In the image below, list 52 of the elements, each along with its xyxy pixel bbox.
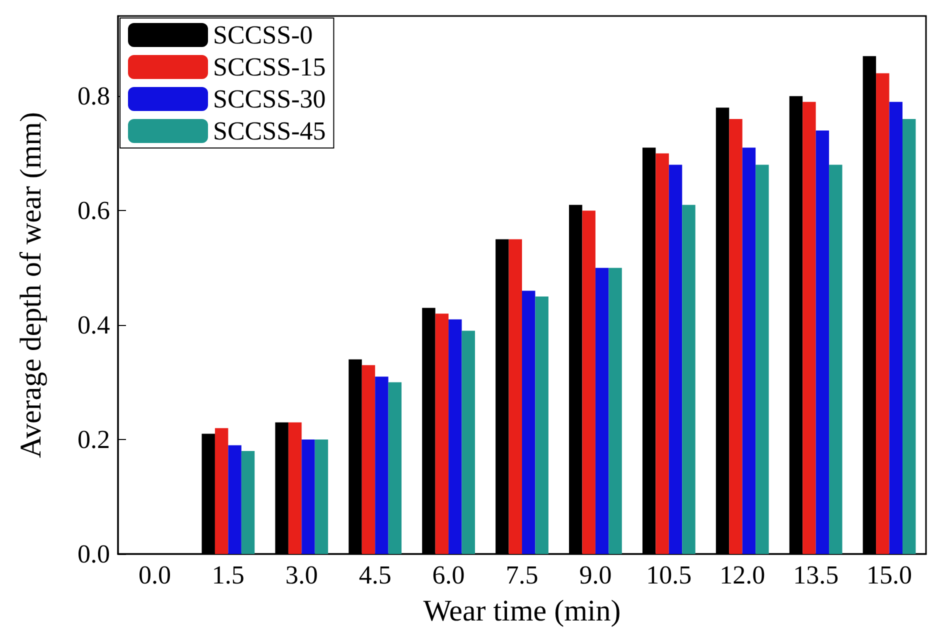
bar	[288, 422, 302, 554]
x-tick-label: 12.0	[720, 560, 766, 590]
bar	[462, 330, 475, 554]
x-tick-label: 0.0	[138, 560, 171, 590]
bar	[435, 314, 449, 554]
bar	[535, 296, 548, 554]
bar	[876, 73, 890, 554]
bar	[668, 164, 682, 554]
bar	[608, 268, 622, 554]
y-tick-label: 0.6	[78, 196, 110, 226]
x-tick-label: 10.5	[646, 560, 692, 590]
bar	[214, 428, 228, 554]
legend-label: SCCSS-30	[213, 84, 326, 114]
bar	[729, 119, 742, 554]
legend-label: SCCSS-15	[213, 52, 326, 82]
y-tick-label: 0.4	[78, 310, 110, 340]
bar	[756, 164, 769, 554]
x-tick-label: 6.0	[432, 560, 465, 590]
bar	[375, 376, 388, 554]
x-axis-title: Wear time (min)	[423, 594, 621, 628]
legend-label: SCCSS-45	[213, 116, 326, 146]
bar	[362, 365, 376, 554]
bar	[889, 102, 902, 554]
x-tick-label: 13.5	[793, 560, 839, 590]
bar	[522, 290, 536, 554]
legend-label: SCCSS-0	[213, 20, 313, 50]
bar	[508, 239, 522, 554]
bar	[682, 204, 696, 554]
bar	[448, 319, 462, 554]
x-tick-label: 3.0	[285, 560, 318, 590]
y-tick-label: 0.0	[78, 540, 110, 568]
bar	[656, 153, 669, 554]
bar	[388, 382, 402, 554]
bar	[595, 268, 609, 554]
bar	[829, 164, 842, 554]
x-tick-label: 1.5	[212, 560, 244, 590]
bar	[742, 148, 756, 554]
bar	[241, 450, 255, 554]
bar	[314, 440, 328, 554]
bar	[228, 445, 242, 554]
y-tick-label: 0.2	[78, 425, 110, 454]
y-axis-title: Average depth of wear (mm)	[14, 112, 48, 458]
bar	[816, 130, 830, 554]
y-tick-label: 0.8	[78, 82, 110, 111]
bar	[302, 440, 315, 554]
bar	[902, 119, 916, 554]
bar	[582, 210, 596, 554]
x-tick-label: 4.5	[358, 560, 392, 590]
x-tick-label: 7.5	[506, 560, 538, 590]
x-tick-label: 15.0	[866, 560, 912, 590]
bar	[802, 102, 816, 554]
x-tick-label: 9.0	[579, 560, 612, 590]
